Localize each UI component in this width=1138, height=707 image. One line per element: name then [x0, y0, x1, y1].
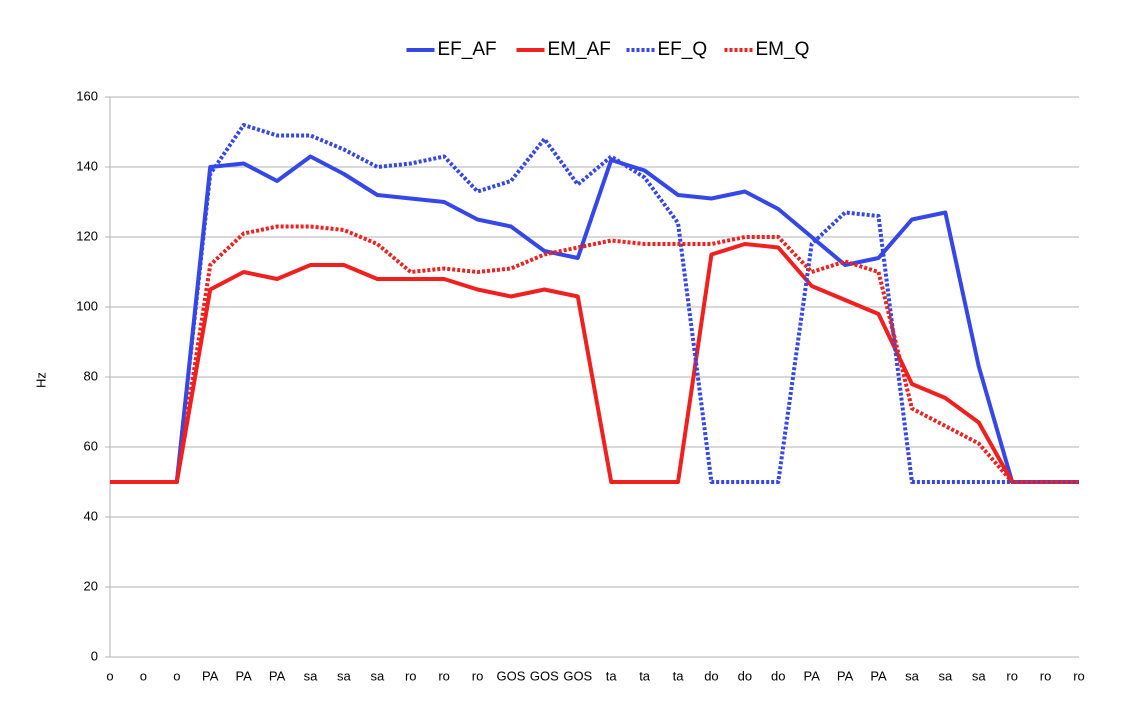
y-tick-label: 60 — [84, 438, 98, 453]
x-tick-label: do — [738, 668, 752, 683]
x-tick-label: sa — [972, 668, 987, 683]
x-tick-label: o — [173, 668, 180, 683]
x-tick-label: ro — [1006, 668, 1018, 683]
x-tick-label: GOS — [530, 668, 559, 683]
y-tick-label: 100 — [76, 298, 98, 313]
x-tick-label: sa — [938, 668, 953, 683]
y-tick-label: 20 — [84, 578, 98, 593]
x-tick-label: ro — [1073, 668, 1085, 683]
x-tick-label: PA — [870, 668, 887, 683]
x-tick-label: PA — [803, 668, 820, 683]
x-tick-label: PA — [269, 668, 286, 683]
x-tick-label: sa — [337, 668, 352, 683]
x-tick-label: ro — [405, 668, 417, 683]
y-axis-label: Hz — [33, 372, 48, 388]
x-tick-label: ta — [606, 668, 618, 683]
x-tick-label: PA — [202, 668, 219, 683]
x-tick-label: GOS — [563, 668, 592, 683]
series-line — [110, 224, 1079, 484]
x-tick-label: ro — [472, 668, 484, 683]
y-tick-label: 80 — [84, 368, 98, 383]
x-tick-label: do — [771, 668, 785, 683]
x-tick-label: sa — [304, 668, 319, 683]
x-tick-label: ta — [673, 668, 685, 683]
x-tick-label: GOS — [497, 668, 526, 683]
x-tick-label: PA — [235, 668, 252, 683]
series-line — [110, 242, 1079, 484]
y-tick-label: 40 — [84, 508, 98, 523]
y-tick-label: 160 — [76, 88, 98, 103]
legend-label: EM_AF — [548, 39, 611, 60]
x-tick-label: sa — [370, 668, 385, 683]
y-tick-label: 0 — [91, 648, 98, 663]
x-tick-label: ro — [1040, 668, 1052, 683]
x-tick-label: ro — [438, 668, 450, 683]
x-tick-label: o — [106, 668, 113, 683]
legend-label: EM_Q — [756, 39, 810, 60]
legend: EF_AF EM_AF EF_Q EM_Q — [406, 39, 810, 60]
legend-label: EF_Q — [658, 39, 708, 60]
y-tick-label: 120 — [76, 228, 98, 243]
series-line — [110, 154, 1079, 484]
x-tick-label: PA — [837, 668, 854, 683]
x-tick-label: do — [704, 668, 718, 683]
y-tick-label: 140 — [76, 158, 98, 173]
x-tick-label: o — [140, 668, 147, 683]
series-line — [110, 123, 1079, 484]
x-tick-label: sa — [905, 668, 920, 683]
legend-label: EF_AF — [438, 39, 497, 60]
x-tick-label: ta — [639, 668, 651, 683]
